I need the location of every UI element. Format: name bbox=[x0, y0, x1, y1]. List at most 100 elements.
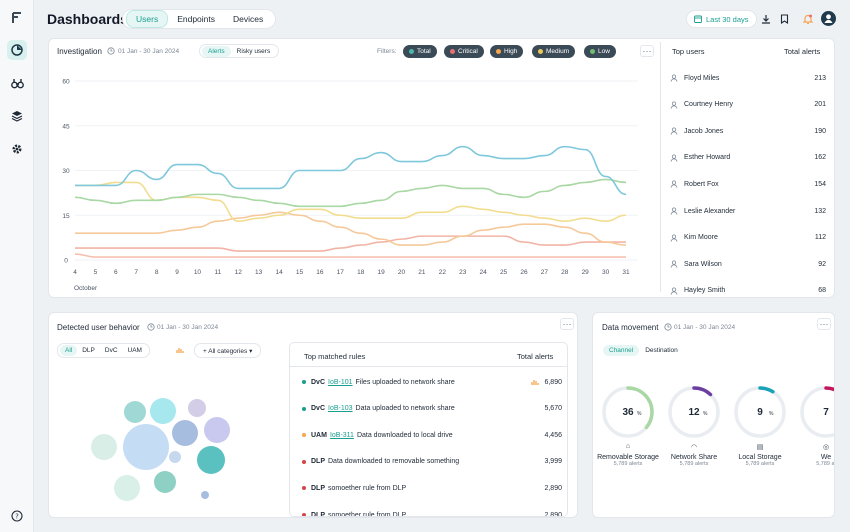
top-user-value: 213 bbox=[814, 74, 826, 82]
channel-label: We bbox=[820, 454, 832, 461]
dashboard-icon[interactable] bbox=[7, 40, 27, 60]
top-user-row[interactable]: Floyd Miles 213 bbox=[670, 71, 826, 85]
download-icon[interactable] bbox=[759, 12, 773, 26]
tab-channel[interactable]: Channel bbox=[603, 345, 640, 356]
categories-label: All categories bbox=[208, 347, 248, 355]
seg-dvc[interactable]: DvC bbox=[104, 347, 118, 354]
x-tick-label: 11 bbox=[214, 269, 221, 276]
tab-endpoints[interactable]: Endpoints bbox=[177, 14, 216, 24]
dot-icon bbox=[302, 459, 306, 464]
x-tick-label: 20 bbox=[398, 269, 406, 276]
data-movement-more-button[interactable]: ··· bbox=[817, 318, 831, 330]
top-users-heading: Top users bbox=[672, 47, 705, 56]
binoculars-icon[interactable] bbox=[7, 73, 27, 93]
top-user-name: Floyd Miles bbox=[684, 74, 720, 82]
rule-row[interactable]: DLP Data downloaded to removable somethin… bbox=[302, 455, 562, 469]
x-tick-label: 22 bbox=[439, 269, 447, 276]
top-user-value: 162 bbox=[814, 154, 826, 162]
x-tick-label: 25 bbox=[500, 269, 508, 276]
rules-value-heading: Total alerts bbox=[517, 352, 554, 361]
clock-icon bbox=[107, 47, 115, 55]
layers-icon[interactable] bbox=[7, 106, 27, 126]
rule-value: 3,999 bbox=[544, 458, 562, 466]
x-tick-label: 16 bbox=[316, 269, 324, 276]
seg-dlp[interactable]: DLP bbox=[82, 347, 95, 354]
bookmark-icon[interactable] bbox=[777, 12, 791, 26]
x-tick-label: 28 bbox=[561, 269, 569, 276]
rule-row[interactable]: DvC IoB-103 Data uploaded to network share… bbox=[302, 402, 562, 416]
top-user-row[interactable]: Courtney Henry 201 bbox=[670, 98, 826, 112]
user-icon bbox=[670, 287, 678, 295]
calendar-icon bbox=[694, 15, 702, 23]
tab-risky-users[interactable]: Risky users bbox=[236, 47, 271, 55]
filter-medium[interactable]: Medium bbox=[532, 45, 576, 58]
x-tick-label: 8 bbox=[155, 269, 159, 276]
categories-select[interactable]: + All categories ▾ bbox=[194, 343, 262, 358]
bell-icon[interactable] bbox=[801, 12, 815, 26]
divider bbox=[290, 366, 567, 367]
behavior-date: 01 Jan - 30 Jan 2024 bbox=[157, 324, 219, 331]
filter-low[interactable]: Low bbox=[584, 45, 616, 58]
behavior-more-button[interactable]: ··· bbox=[560, 318, 574, 330]
gear-icon[interactable] bbox=[7, 139, 27, 159]
channel-label: Local Storage bbox=[738, 454, 782, 461]
top-user-name: Leslie Alexander bbox=[684, 207, 736, 215]
user-icon bbox=[670, 127, 678, 135]
channel-item[interactable]: 12% ◠ Network Share 5,789 alerts bbox=[661, 384, 727, 467]
y-tick-label: 15 bbox=[62, 213, 70, 220]
top-user-name: Robert Fox bbox=[684, 180, 719, 188]
investigation-view-tabs: Alerts Risky users bbox=[199, 44, 280, 58]
filter-total[interactable]: Total bbox=[403, 45, 437, 58]
rule-text: Files uploaded to network share bbox=[355, 378, 455, 386]
rule-row[interactable]: UAM IoB-311 Data downloaded to local drive… bbox=[302, 428, 562, 442]
investigation-more-button[interactable]: ··· bbox=[640, 45, 654, 57]
seg-uam[interactable]: UAM bbox=[127, 347, 142, 354]
filter-critical[interactable]: Critical bbox=[444, 45, 484, 58]
rule-text: somoether rule from DLP bbox=[328, 511, 407, 517]
channel-item[interactable]: 9% ▤ Local Storage 5,789 alerts bbox=[727, 384, 793, 467]
rule-row[interactable]: DvC IoB-101 Files uploaded to network shar… bbox=[302, 375, 562, 389]
x-tick-label: 19 bbox=[377, 269, 385, 276]
x-tick-label: 4 bbox=[73, 269, 77, 276]
top-user-row[interactable]: Sara Wilson 92 bbox=[670, 257, 826, 271]
tab-destination[interactable]: Destination bbox=[645, 347, 678, 354]
wifi-icon: ◠ bbox=[690, 444, 698, 451]
data-movement-title: Data movement bbox=[602, 323, 659, 332]
help-icon[interactable]: ? bbox=[7, 506, 27, 526]
percent-sign: % bbox=[637, 411, 642, 417]
rule-id-link[interactable]: IoB-103 bbox=[328, 405, 353, 413]
top-user-name: Courtney Henry bbox=[684, 101, 734, 109]
tab-alerts[interactable]: Alerts bbox=[202, 45, 231, 57]
rule-text: Data uploaded to network share bbox=[355, 405, 455, 413]
date-range-button[interactable]: Last 30 days bbox=[686, 10, 757, 28]
top-user-value: 132 bbox=[814, 207, 826, 215]
donut-gauge: 12% bbox=[668, 386, 720, 438]
flame-icon bbox=[176, 348, 184, 353]
rule-category: DvC bbox=[311, 378, 326, 386]
filter-label: Critical bbox=[458, 48, 478, 55]
rule-row[interactable]: DLP somoether rule from DLP 2,890 bbox=[302, 508, 562, 517]
avatar[interactable] bbox=[821, 11, 836, 26]
channel-alerts: 5,789 alerts bbox=[679, 461, 709, 467]
logo-icon[interactable] bbox=[7, 8, 27, 28]
rule-id-link[interactable]: IoB-101 bbox=[328, 378, 353, 386]
dot-icon bbox=[302, 380, 306, 384]
seg-all[interactable]: All bbox=[60, 345, 78, 356]
top-user-row[interactable]: Robert Fox 154 bbox=[670, 177, 826, 191]
rule-value: 5,670 bbox=[544, 405, 562, 413]
percent-sign: % bbox=[769, 411, 774, 417]
rule-id-link[interactable]: IoB-311 bbox=[329, 431, 354, 439]
tab-devices[interactable]: Devices bbox=[233, 14, 264, 24]
top-user-row[interactable]: Leslie Alexander 132 bbox=[670, 204, 826, 218]
top-user-row[interactable]: Kim Moore 112 bbox=[670, 231, 826, 245]
rule-row[interactable]: DLP somoether rule from DLP 2,890 bbox=[302, 481, 562, 495]
top-user-name: Jacob Jones bbox=[684, 127, 724, 135]
top-user-row[interactable]: Jacob Jones 190 bbox=[670, 124, 826, 138]
filter-high[interactable]: High bbox=[490, 45, 524, 58]
channel-item[interactable]: 7% ◎ We5,789 al bbox=[793, 384, 834, 467]
top-user-row[interactable]: Hayley Smith 68 bbox=[670, 284, 826, 298]
channel-item[interactable]: 36% ⌂ Removable Storage 5,789 alerts bbox=[595, 384, 661, 467]
tab-users[interactable]: Users bbox=[126, 10, 169, 28]
rule-value: 2,890 bbox=[544, 484, 562, 492]
top-user-row[interactable]: Esther Howard 162 bbox=[670, 151, 826, 165]
